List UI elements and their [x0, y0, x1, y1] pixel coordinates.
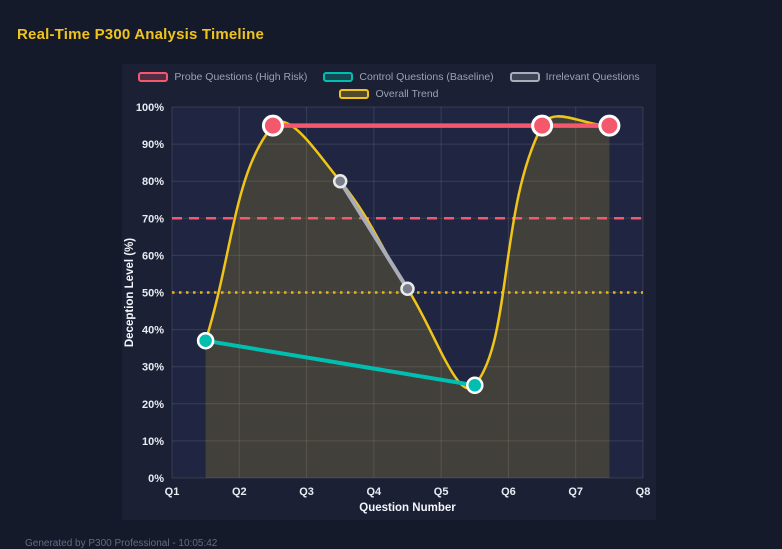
y-tick-label: 30%	[142, 362, 164, 374]
data-point[interactable]	[598, 114, 621, 137]
data-point[interactable]	[466, 376, 484, 395]
legend-item-probe-questions-high-risk[interactable]: Probe Questions (High Risk)	[138, 71, 307, 83]
data-point[interactable]	[531, 114, 554, 137]
legend-label: Irrelevant Questions	[545, 71, 640, 83]
series-line	[338, 179, 410, 291]
data-point[interactable]	[332, 173, 348, 189]
footer-note: Generated by P300 Professional - 10:05:4…	[25, 538, 218, 549]
y-axis-title: Deception Level (%)	[124, 238, 136, 347]
legend-label: Control Questions (Baseline)	[359, 71, 494, 83]
legend-label: Probe Questions (High Risk)	[174, 71, 308, 83]
y-tick-label: 90%	[142, 139, 164, 151]
y-tick-label: 100%	[136, 102, 164, 114]
x-tick-label: Q1	[165, 486, 180, 498]
x-tick-label: Q8	[636, 486, 651, 498]
y-tick-label: 60%	[142, 250, 164, 262]
y-tick-label: 70%	[142, 213, 164, 225]
y-tick-label: 40%	[142, 325, 164, 337]
legend-row: Overall Trend	[339, 86, 439, 102]
y-tick-label: 10%	[142, 436, 164, 448]
legend-swatch-overall-trend	[339, 89, 370, 99]
y-tick-label: 50%	[142, 288, 164, 300]
legend-swatch-probe-questions-high-risk	[138, 72, 169, 82]
chart-canvas[interactable]: 0% 10% 20% 30% 40% 50% 60% 70% 80% 90% 100% Q1 Q2 Q3 Q…	[122, 64, 656, 520]
x-axis-title: Question Number	[359, 502, 456, 514]
y-tick-label: 20%	[142, 399, 164, 411]
legend-swatch-irrelevant-questions	[509, 72, 540, 82]
x-tick-label: Q7	[568, 486, 583, 498]
x-tick-label: Q5	[434, 486, 449, 498]
y-tick-label: 80%	[142, 176, 164, 188]
gridlines	[171, 106, 644, 479]
legend-item-control-questions-baseline[interactable]: Control Questions (Baseline)	[323, 71, 494, 83]
legend-item-irrelevant-questions[interactable]: Irrelevant Questions	[509, 71, 640, 83]
chart-panel: Probe Questions (High Risk) Control Quest…	[122, 64, 656, 520]
x-tick-label: Q6	[501, 486, 516, 498]
x-tick-label: Q3	[299, 486, 314, 498]
x-tick-label: Q2	[232, 486, 247, 498]
data-point[interactable]	[261, 114, 284, 137]
legend-label: Overall Trend	[375, 88, 439, 100]
data-point[interactable]	[196, 331, 215, 350]
series-line	[203, 338, 477, 388]
page-title: Real-Time P300 Analysis Timeline	[17, 26, 265, 43]
legend-row: Probe Questions (High Risk) Control Quest…	[138, 69, 640, 85]
y-tick-label: 0%	[148, 473, 164, 485]
data-point[interactable]	[400, 281, 415, 297]
chart-legend: Probe Questions (High Risk) Control Quest…	[122, 69, 656, 102]
trend-area-fill	[205, 116, 610, 479]
legend-swatch-control-questions-baseline	[323, 72, 354, 82]
x-tick-label: Q4	[367, 486, 383, 498]
legend-item-overall-trend[interactable]: Overall Trend	[339, 88, 439, 100]
